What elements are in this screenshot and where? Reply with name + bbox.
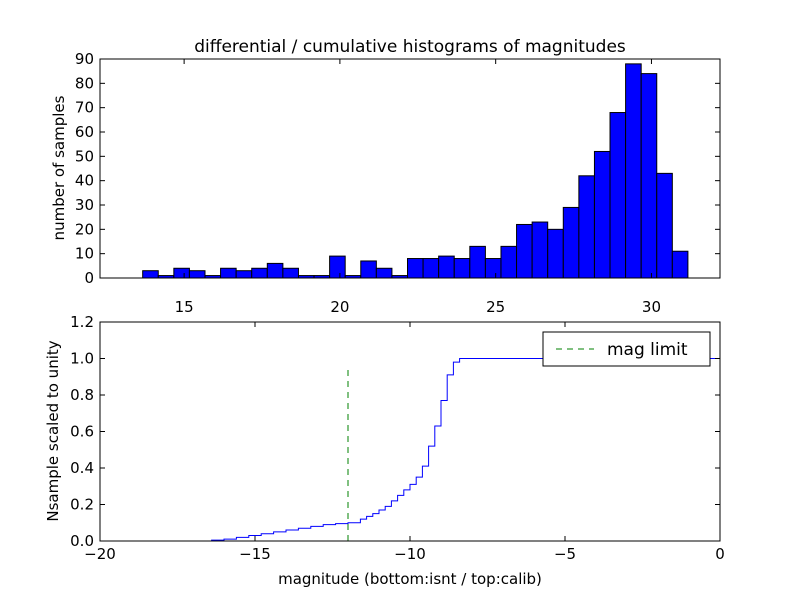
bottom-x-tick-label: −5: [554, 545, 576, 563]
top-histogram-panel: differential / cumulative histograms of …: [50, 37, 721, 316]
top-x-tick-label: 30: [642, 298, 661, 316]
histogram-bar: [173, 267, 190, 279]
histogram-bar: [422, 258, 440, 279]
bottom-y-axis-ticks: 0.0 0.2 0.4 0.6 0.8 1.0 1.2: [70, 313, 720, 550]
bottom-y-tick-label: 0.2: [70, 496, 94, 514]
histogram-bar: [640, 73, 658, 279]
histogram-bar: [609, 112, 627, 279]
histogram-bar: [531, 221, 549, 279]
histogram-bar: [360, 260, 377, 279]
bottom-x-tick-label: −10: [394, 545, 426, 563]
top-y-tick-label: 60: [75, 123, 94, 141]
top-y-tick-label: 80: [75, 74, 94, 92]
histogram-bar: [593, 150, 611, 279]
top-y-tick-label: 0: [84, 269, 94, 287]
bottom-cumulative-panel: 0.0 0.2 0.4 0.6 0.8 1.0 1.2 −20 −15 −10 −5 0 magni…: [44, 313, 725, 588]
bottom-plot-frame: [99, 321, 721, 542]
top-x-tick-label: 15: [175, 298, 194, 316]
top-y-axis-label: number of samples: [50, 95, 68, 240]
bottom-y-tick-label: 1.0: [70, 350, 94, 368]
histogram-bar: [407, 258, 424, 279]
bottom-x-tick-label: −20: [84, 545, 116, 563]
legend-mag-limit-label: mag limit: [607, 340, 688, 360]
bottom-y-tick-label: 0.0: [70, 532, 94, 550]
histogram-bar: [516, 223, 533, 279]
top-plot-frame: [99, 58, 721, 279]
histogram-bar: [484, 258, 502, 279]
chart-title: differential / cumulative histograms of …: [194, 37, 626, 57]
histogram-bar: [266, 262, 284, 279]
histogram-bars: [142, 63, 689, 279]
histogram-bar: [438, 255, 455, 279]
legend: mag limit: [542, 331, 711, 367]
bottom-y-tick-label: 0.8: [70, 386, 94, 404]
top-y-tick-label: 50: [75, 147, 94, 165]
bottom-x-tick-label: −15: [239, 545, 271, 563]
top-y-tick-label: 90: [75, 50, 94, 68]
bottom-y-tick-label: 0.6: [70, 423, 94, 441]
histogram-bar: [671, 250, 689, 279]
top-x-tick-label: 25: [486, 298, 505, 316]
histogram-bar: [251, 267, 268, 279]
top-y-tick-label: 40: [75, 172, 94, 190]
bottom-x-axis-ticks: −20 −15 −10 −5 0: [84, 322, 725, 563]
histogram-bar: [547, 228, 564, 279]
top-y-tick-label: 10: [75, 245, 94, 263]
histogram-bar: [500, 245, 518, 279]
bottom-y-tick-label: 0.4: [70, 459, 94, 477]
histogram-bar: [220, 267, 237, 279]
histogram-bar: [656, 172, 673, 279]
cumulative-step-line: [143, 358, 721, 542]
top-x-axis-ticks: 15 20 25 30: [175, 59, 661, 316]
top-y-tick-label: 30: [75, 196, 94, 214]
top-y-axis-ticks: 0 10 20 30 40 50 60 70 80 90: [75, 50, 720, 287]
histogram-bar: [578, 175, 595, 279]
histogram-bar: [282, 267, 299, 279]
bottom-x-tick-label: 0: [715, 545, 725, 563]
histogram-bar: [375, 267, 393, 279]
top-y-tick-label: 20: [75, 220, 94, 238]
histogram-bar: [142, 270, 159, 279]
bottom-x-axis-label: magnitude (bottom:isnt / top:calib): [278, 570, 542, 588]
histogram-bar: [188, 270, 206, 279]
top-y-tick-label: 70: [75, 99, 94, 117]
histogram-bar: [469, 245, 486, 279]
histogram-bar: [329, 255, 346, 279]
histogram-bar: [235, 270, 253, 279]
bottom-y-axis-label: Nsample scaled to unity: [44, 340, 62, 521]
top-x-tick-label: 20: [330, 298, 349, 316]
bottom-y-tick-label: 1.2: [70, 313, 94, 331]
histogram-bar: [625, 63, 642, 279]
histogram-bar: [453, 258, 471, 279]
histogram-bar: [562, 206, 580, 279]
